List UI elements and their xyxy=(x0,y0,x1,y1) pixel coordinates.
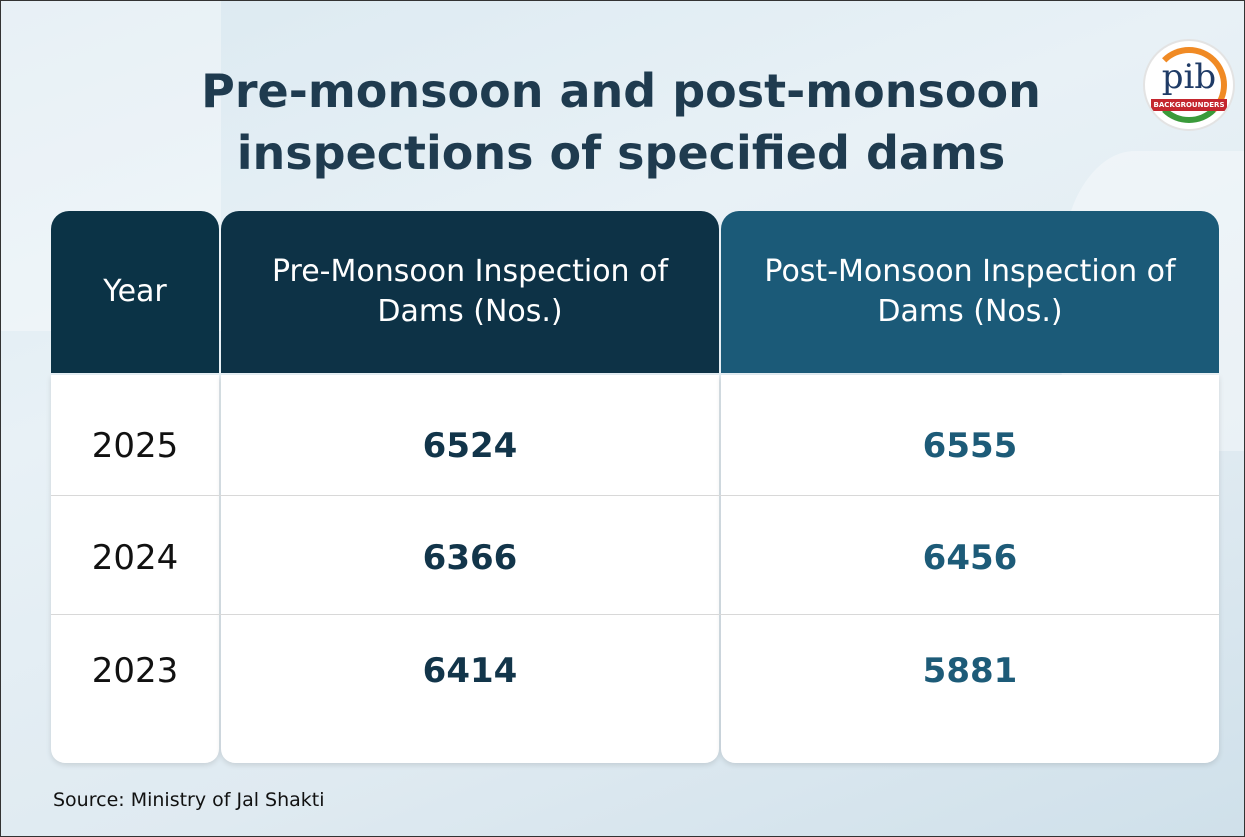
logo-subtext: BACKGROUNDERS xyxy=(1151,99,1227,111)
year-cell: 2023 xyxy=(51,651,219,691)
value-cell: 6555 xyxy=(721,426,1219,466)
column-header: Post-Monsoon Inspection of Dams (Nos.) xyxy=(721,211,1219,373)
row-separator xyxy=(51,495,1219,496)
logo: pib BACKGROUNDERS xyxy=(1143,39,1235,131)
logo-text: pib xyxy=(1145,57,1233,97)
year-cell: 2025 xyxy=(51,426,219,466)
infographic: Pre-monsoon and post-monsoon inspections… xyxy=(0,0,1245,837)
value-cell: 6456 xyxy=(721,538,1219,578)
value-cell: 6366 xyxy=(221,538,719,578)
source: Source: Ministry of Jal Shakti xyxy=(53,789,325,811)
value-cell: 6524 xyxy=(221,426,719,466)
title: Pre-monsoon and post-monsoon xyxy=(121,61,1121,121)
value-cell: 5881 xyxy=(721,651,1219,691)
column-header: Pre-Monsoon Inspection of Dams (Nos.) xyxy=(221,211,719,373)
row-separator xyxy=(51,614,1219,615)
value-cell: 6414 xyxy=(221,651,719,691)
column-header: Year xyxy=(51,211,219,373)
title: inspections of specified dams xyxy=(121,123,1121,183)
year-cell: 2024 xyxy=(51,538,219,578)
